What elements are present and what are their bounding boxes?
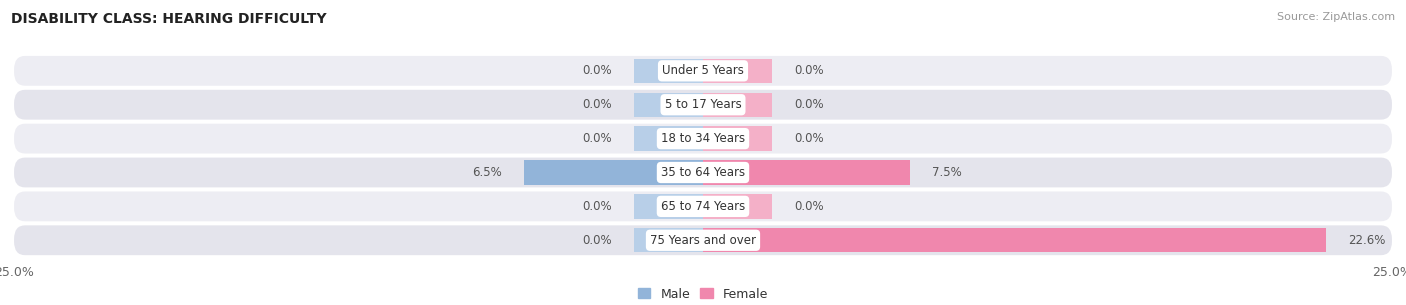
FancyBboxPatch shape (14, 158, 1392, 187)
Text: 7.5%: 7.5% (932, 166, 962, 179)
Bar (703, 228, 1326, 253)
Bar (703, 126, 772, 151)
Bar (524, 160, 703, 185)
Text: Under 5 Years: Under 5 Years (662, 64, 744, 77)
Bar (634, 194, 703, 219)
Bar (634, 59, 703, 83)
Bar (703, 160, 910, 185)
Text: 0.0%: 0.0% (794, 64, 824, 77)
FancyBboxPatch shape (14, 90, 1392, 120)
Text: 75 Years and over: 75 Years and over (650, 234, 756, 247)
Bar (634, 92, 703, 117)
Text: 22.6%: 22.6% (1348, 234, 1385, 247)
Text: 6.5%: 6.5% (472, 166, 502, 179)
Text: 18 to 34 Years: 18 to 34 Years (661, 132, 745, 145)
Text: 0.0%: 0.0% (794, 98, 824, 111)
Text: 35 to 64 Years: 35 to 64 Years (661, 166, 745, 179)
Text: 0.0%: 0.0% (582, 200, 612, 213)
Bar (634, 126, 703, 151)
FancyBboxPatch shape (14, 192, 1392, 221)
Text: 65 to 74 Years: 65 to 74 Years (661, 200, 745, 213)
Text: 0.0%: 0.0% (794, 132, 824, 145)
Text: DISABILITY CLASS: HEARING DIFFICULTY: DISABILITY CLASS: HEARING DIFFICULTY (11, 12, 326, 26)
Legend: Male, Female: Male, Female (636, 285, 770, 303)
Text: 0.0%: 0.0% (582, 64, 612, 77)
FancyBboxPatch shape (14, 225, 1392, 255)
Text: 5 to 17 Years: 5 to 17 Years (665, 98, 741, 111)
Bar (634, 228, 703, 253)
Bar (703, 194, 772, 219)
Text: 0.0%: 0.0% (582, 98, 612, 111)
FancyBboxPatch shape (14, 124, 1392, 153)
Text: 0.0%: 0.0% (582, 132, 612, 145)
Bar (703, 92, 772, 117)
Text: Source: ZipAtlas.com: Source: ZipAtlas.com (1277, 12, 1395, 22)
Text: 0.0%: 0.0% (582, 234, 612, 247)
Text: 0.0%: 0.0% (794, 200, 824, 213)
Bar (703, 59, 772, 83)
FancyBboxPatch shape (14, 56, 1392, 86)
